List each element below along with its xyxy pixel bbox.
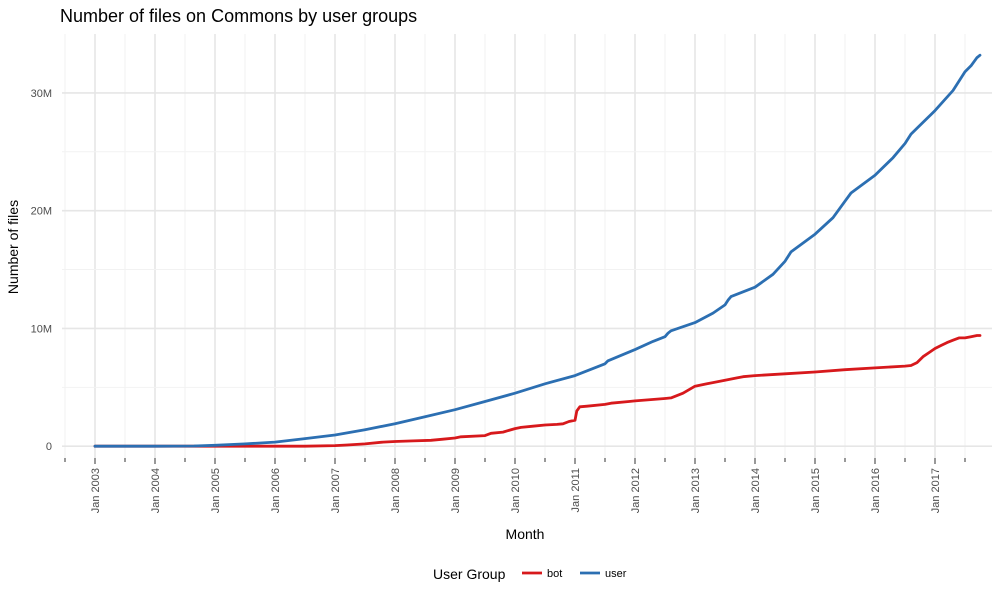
legend-label-user: user [605, 568, 627, 580]
x-tick-label: Jan 2017 [930, 468, 942, 513]
x-tick-label: Jan 2016 [870, 468, 882, 513]
legend: User Group bot user [433, 566, 627, 582]
x-tick-labels: Jan 2003 Jan 2004 Jan 2005 Jan 2006 Jan 2007… [64, 458, 966, 513]
x-tick-label: Jan 2014 [750, 468, 762, 513]
x-tick-label: Jan 2012 [630, 468, 642, 513]
x-tick-label: Jan 2007 [330, 468, 342, 513]
series-line-bot [93, 334, 982, 448]
legend-title: User Group [433, 566, 506, 582]
x-tick-label: Jan 2008 [390, 468, 402, 513]
chart-title: Number of files on Commons by user group… [60, 6, 417, 26]
y-axis-title: Number of files [5, 200, 21, 294]
x-tick-label: Jan 2011 [570, 468, 582, 512]
series-lines [93, 53, 982, 448]
x-axis-title: Month [506, 526, 545, 542]
x-tick-label: Jan 2004 [150, 468, 162, 513]
x-tick-label: Jan 2010 [510, 468, 522, 513]
x-tick-label: Jan 2003 [90, 468, 102, 513]
x-tick-label: Jan 2013 [690, 468, 702, 513]
y-tick-label: 20M [31, 206, 52, 218]
legend-label-bot: bot [547, 568, 562, 580]
y-tick-label: 10M [31, 323, 52, 335]
series-line-user [93, 53, 982, 448]
y-tick-label: 30M [31, 88, 52, 100]
y-tick-labels: 0 10M 20M 30M [31, 88, 52, 453]
x-tick-label: Jan 2009 [450, 468, 462, 513]
y-tick-label: 0 [46, 441, 52, 453]
grid-lines [62, 34, 992, 458]
x-tick-label: Jan 2006 [270, 468, 282, 513]
x-tick-label: Jan 2015 [810, 468, 822, 513]
x-tick-label: Jan 2005 [210, 468, 222, 513]
